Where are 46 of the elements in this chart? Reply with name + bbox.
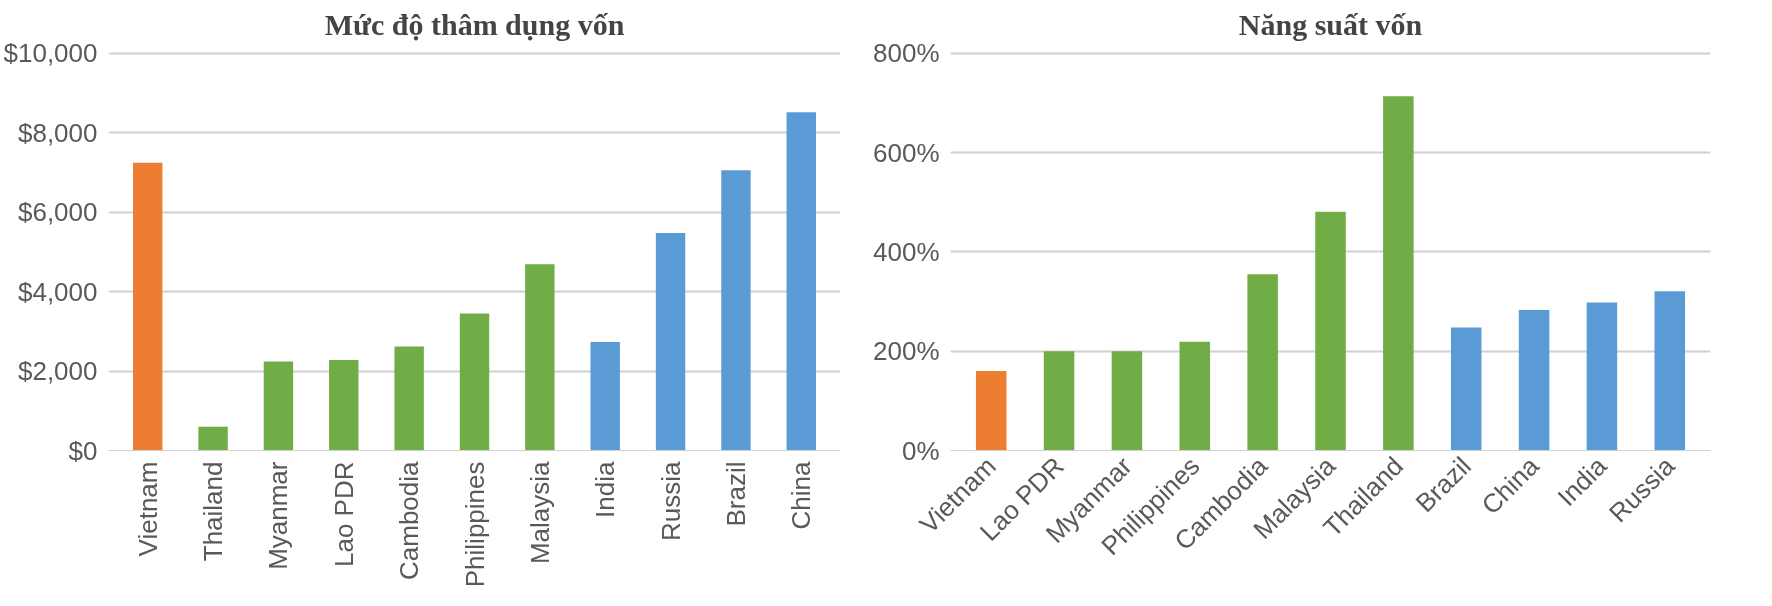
bar [459,313,490,451]
bar [1315,211,1346,451]
bar [1247,274,1278,451]
x-tick-label: China [786,460,817,530]
bar [1450,327,1482,451]
chart-title: Năng suất vốn [1238,7,1423,41]
bar [655,232,686,451]
bar [1518,310,1550,451]
y-tick-label: $2,000 [17,356,98,387]
x-tick-label: Myanmar [263,461,294,570]
x-tick-label: Thailand [198,461,229,562]
bar [1383,96,1414,451]
x-tick-label: Lao PDR [328,461,359,567]
y-tick-label: $4,000 [17,276,98,307]
x-tick-label: India [590,460,621,518]
bar [133,162,163,451]
bar [394,346,424,451]
y-tick-label: $10,000 [3,38,98,69]
bar [590,342,620,451]
y-tick-label: $6,000 [17,197,98,228]
x-tick-label: Vietnam [132,461,163,557]
x-tick-label: Brazil [720,461,751,527]
y-tick-label: 600% [873,137,940,168]
x-tick-label: Malaysia [524,460,555,565]
y-tick-label: 400% [873,236,940,267]
bar [1586,302,1618,451]
x-tick-label: Russia [655,460,686,541]
bar [525,264,555,451]
bar [1043,351,1075,451]
bar [721,170,751,451]
x-tick-label: Philippines [459,461,490,588]
y-tick-label: $0 [68,435,98,466]
bar [329,359,359,451]
y-tick-label: 200% [873,336,940,367]
bar [786,112,816,451]
bar [1654,291,1686,451]
bar [263,361,294,451]
bar [1111,351,1143,451]
y-tick-label: $8,000 [17,117,98,148]
bar [198,426,228,451]
bar [1179,341,1211,451]
x-tick-label: Cambodia [394,460,425,581]
y-tick-label: 0% [901,435,940,466]
chart-title: Mức độ thâm dụng vốn [324,7,625,41]
y-tick-label: 800% [873,38,940,69]
bar [975,371,1007,451]
